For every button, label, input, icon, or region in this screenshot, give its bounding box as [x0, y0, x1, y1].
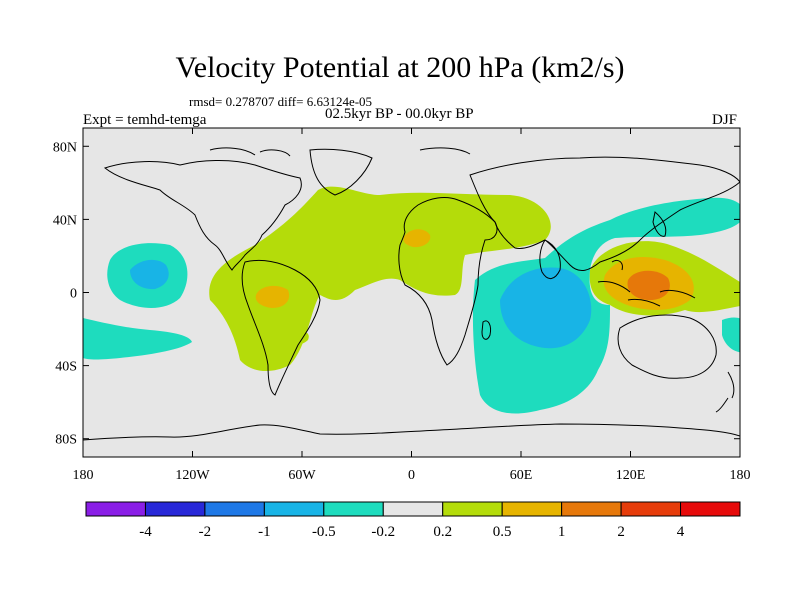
positive-anomaly-west-america — [282, 330, 309, 345]
x-tick-label: 120W — [175, 468, 210, 483]
colorbar-label: -0.5 — [312, 524, 336, 540]
maritime-continent-coast — [597, 259, 696, 307]
colorbar-label: -0.2 — [371, 524, 395, 540]
madagascar-coast — [481, 320, 491, 340]
colorbar-swatch — [501, 501, 563, 517]
colorbar-label: 2 — [617, 524, 625, 540]
coastlines — [83, 147, 740, 441]
antarctica-coast — [83, 423, 740, 441]
colorbar-label: -1 — [258, 524, 271, 540]
y-axis: 80N 40N 0 40S 80S — [53, 140, 740, 448]
colorbar-label: 0.2 — [433, 524, 452, 540]
x-tick-label: 60E — [510, 468, 533, 483]
colorbar-swatch — [382, 501, 444, 517]
strong-negative-anomaly-east-pacific — [130, 259, 169, 290]
y-tick-label: 40S — [55, 360, 77, 375]
colorbar-label: -4 — [139, 524, 152, 540]
y-tick-label: 80S — [55, 433, 77, 448]
north-america-coast — [103, 159, 302, 271]
australia-coast — [617, 314, 717, 379]
colorbar-label: 1 — [558, 524, 566, 540]
x-tick-label: 180 — [730, 468, 751, 483]
asia-coast — [469, 156, 740, 272]
stats-label: rmsd= 0.278707 diff= 6.63124e-05 — [189, 94, 373, 109]
colorbar-swatch — [323, 501, 384, 517]
experiment-label: Expt = temhd-temga — [83, 112, 207, 128]
greenland-coast — [309, 148, 373, 196]
map-title: Velocity Potential at 200 hPa (km2/s) — [175, 51, 625, 84]
colorbar-swatch — [620, 501, 682, 517]
y-tick-label: 0 — [70, 287, 77, 302]
strong-positive-anomaly-south-america — [255, 285, 290, 308]
india-coast — [539, 239, 561, 279]
colorbar-swatch — [561, 501, 622, 517]
arctic-islands-coast — [209, 147, 471, 157]
x-tick-label: 0 — [408, 468, 415, 483]
x-tick-label: 120E — [616, 468, 646, 483]
negative-anomaly-east-australia — [722, 317, 740, 353]
colorbar-swatch — [144, 501, 206, 517]
colorbar-label: -2 — [199, 524, 212, 540]
period-label: 02.5kyr BP - 00.0kyr BP — [325, 106, 474, 122]
colorbar: -4 -2 -1 -0.5 -0.2 0.2 0.5 1 2 4 — [85, 501, 741, 540]
colorbar-swatch — [263, 501, 325, 517]
x-axis: 180 120W 60W 0 60E 120E 180 — [73, 128, 751, 483]
y-tick-label: 40N — [53, 213, 77, 228]
anomaly-fields — [83, 147, 740, 441]
colorbar-label: 0.5 — [493, 524, 512, 540]
strong-positive-anomaly-north-africa — [403, 229, 431, 248]
negative-anomaly-south-pacific — [83, 318, 192, 360]
south-america-coast — [241, 259, 321, 396]
strong-negative-anomaly-indian-ocean — [500, 267, 592, 349]
colorbar-swatch — [442, 501, 503, 517]
colorbar-swatch — [680, 501, 741, 517]
colorbar-swatch — [204, 501, 265, 517]
peak-positive-anomaly-maritime — [627, 270, 670, 300]
season-label: DJF — [712, 112, 738, 128]
europe-africa-coast — [398, 197, 498, 366]
colorbar-label: 4 — [677, 524, 685, 540]
japan-coast — [652, 211, 667, 237]
x-tick-label: 180 — [73, 468, 94, 483]
new-zealand-coast — [715, 371, 735, 413]
negative-anomaly-indian-ocean — [472, 197, 740, 414]
x-tick-label: 60W — [288, 468, 316, 483]
positive-anomaly-atlantic — [209, 186, 551, 372]
colorbar-swatch — [85, 501, 146, 517]
y-tick-label: 80N — [53, 140, 77, 155]
